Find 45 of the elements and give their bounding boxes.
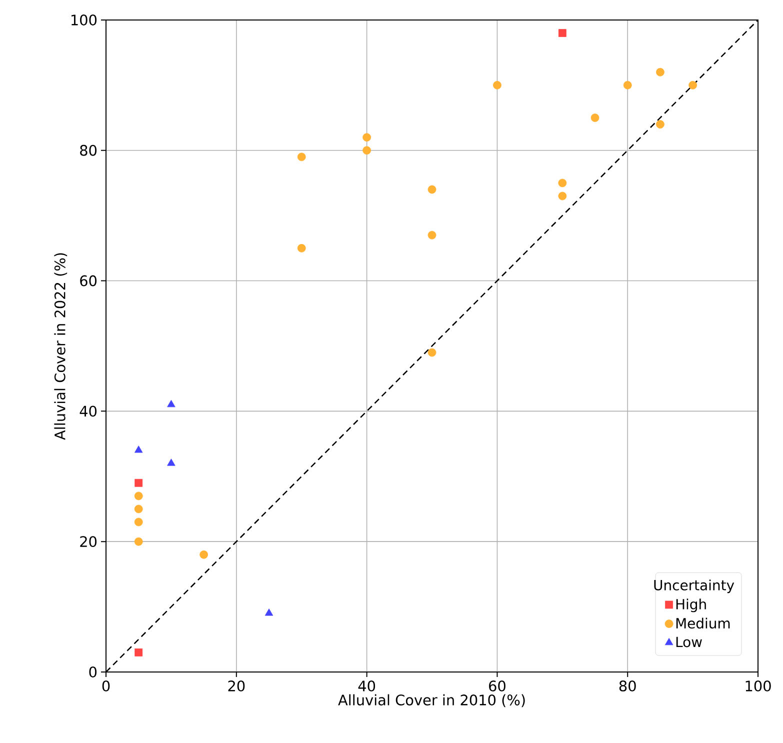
y-tick-label: 40 <box>80 406 97 417</box>
point <box>297 244 306 252</box>
point <box>134 518 143 526</box>
point <box>200 550 208 559</box>
point <box>428 230 436 240</box>
point <box>493 80 502 90</box>
point <box>558 178 567 188</box>
point <box>134 504 143 514</box>
point <box>134 446 143 453</box>
point <box>297 152 306 162</box>
point <box>167 400 176 408</box>
point <box>656 120 664 129</box>
legend-label: Medium <box>676 618 730 629</box>
y-tick-label: 60 <box>80 275 97 286</box>
y-tick-label: 20 <box>80 536 97 548</box>
point <box>623 80 632 90</box>
x-axis-title: Alluvial Cover in 2010 (%) <box>338 694 525 708</box>
legend-label: Low <box>676 636 702 648</box>
point <box>558 192 567 200</box>
legend-label: High <box>676 598 706 612</box>
x-tick-label: 20 <box>228 680 245 692</box>
point <box>688 80 698 90</box>
y-tick-label: 0 <box>89 666 97 678</box>
point <box>428 185 436 194</box>
point <box>264 608 274 616</box>
x-tick-label: 0 <box>102 680 110 692</box>
point <box>134 537 143 546</box>
legend-title: Uncertainty <box>654 580 734 594</box>
point <box>656 68 664 76</box>
x-tick-label: 40 <box>358 680 376 692</box>
point <box>167 458 176 466</box>
point <box>590 114 600 122</box>
y-tick-label: 100 <box>72 14 97 26</box>
x-tick-label: 60 <box>489 680 506 692</box>
point <box>134 492 143 500</box>
point <box>362 133 372 142</box>
point <box>134 478 143 487</box>
y-axis-title: Alluvial Cover in 2022 (%) <box>54 253 68 440</box>
x-tick-label: 80 <box>619 680 636 692</box>
y-tick-label: 80 <box>80 144 97 156</box>
point <box>134 648 143 656</box>
x-tick-label: 100 <box>746 680 771 692</box>
point <box>558 29 566 37</box>
point <box>362 146 372 155</box>
point <box>428 348 436 357</box>
